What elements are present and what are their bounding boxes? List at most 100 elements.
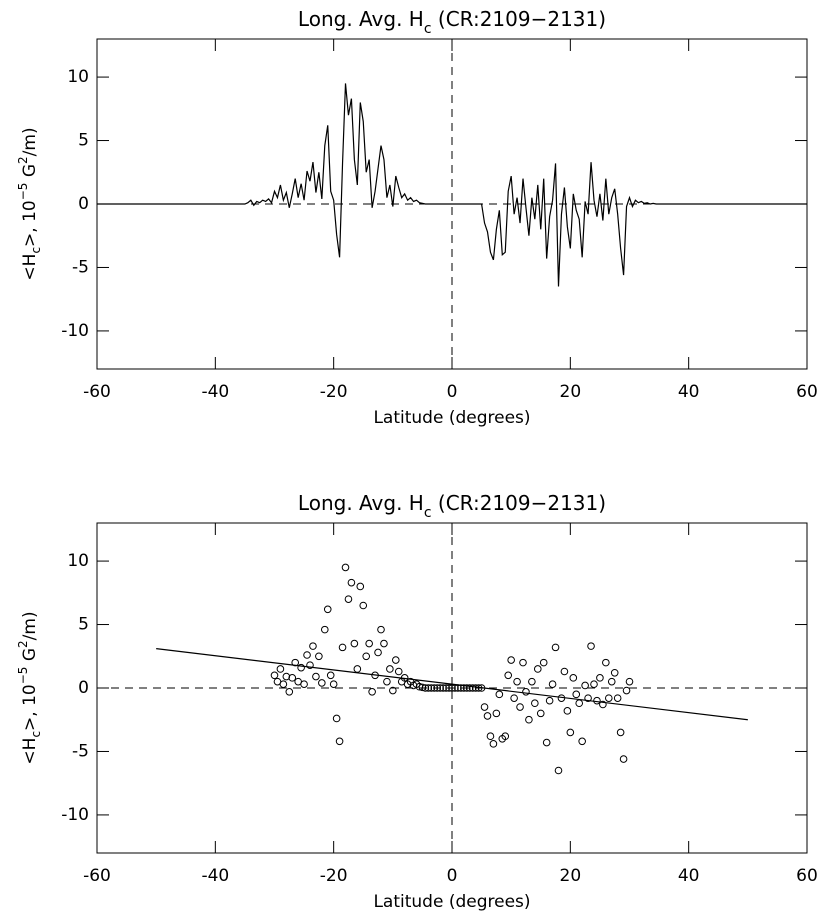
y-label-part: 2 [16, 156, 30, 164]
y-tick-label: 0 [78, 194, 89, 214]
y-tick-label: -5 [72, 257, 89, 277]
y-tick-label: 0 [78, 678, 89, 698]
data-point [483, 712, 492, 720]
title-part: Long. Avg. H [298, 491, 424, 515]
data-point [291, 658, 300, 667]
y-label-part: /m) [20, 611, 40, 640]
chart-title: Long. Avg. Hc (CR:2109−2131) [298, 7, 606, 38]
data-point [439, 684, 447, 692]
title-part: (CR:2109−2131) [432, 7, 607, 31]
data-point [359, 601, 368, 610]
x-tick-label: 60 [796, 866, 818, 886]
data-point [593, 696, 601, 705]
y-tick-label: -10 [61, 805, 89, 825]
data-point [365, 639, 373, 648]
x-tick-label: 20 [560, 382, 582, 402]
data-point [566, 728, 575, 737]
data-point [394, 667, 403, 676]
data-point [303, 651, 311, 659]
data-point [471, 684, 480, 692]
y-tick-label: 5 [78, 131, 89, 151]
data-point [389, 686, 397, 695]
data-point [288, 674, 297, 682]
data-point [421, 684, 430, 692]
y-tick-label: 10 [67, 67, 89, 87]
data-point [480, 703, 489, 711]
data-point [486, 732, 495, 741]
data-point [353, 665, 362, 673]
data-point [572, 690, 581, 699]
y-label-part: 2 [16, 640, 30, 648]
data-point [344, 595, 353, 603]
x-axis-label: Latitude (degrees) [373, 892, 530, 912]
data-point [356, 582, 365, 591]
x-tick-label: -40 [201, 382, 229, 402]
data-point [519, 658, 527, 667]
data-point [557, 694, 566, 702]
panel: Long. Avg. Hc (CR:2109−2131)Latitude (de… [16, 491, 818, 913]
y-label-part: G [20, 648, 40, 667]
y-label-part: <H [20, 738, 40, 765]
data-point [474, 684, 483, 692]
data-point [563, 707, 572, 715]
data-point [545, 696, 554, 705]
data-point [525, 715, 533, 724]
data-point [501, 732, 510, 741]
data-point [341, 563, 350, 572]
data-point [297, 663, 305, 672]
data-point [575, 699, 584, 708]
title-part: c [424, 505, 432, 521]
y-label-part: −5 [16, 183, 30, 201]
fit-line [156, 648, 748, 721]
data-point [380, 639, 388, 648]
x-tick-label: 40 [678, 382, 700, 402]
data-point [489, 740, 498, 748]
data-point [270, 671, 279, 680]
data-point [418, 683, 427, 692]
data-line [97, 83, 807, 287]
data-point [542, 738, 551, 747]
data-point [602, 658, 610, 667]
data-point [374, 648, 382, 657]
y-label-part: c [29, 731, 43, 738]
data-point [492, 709, 501, 718]
y-label-part: G [20, 164, 40, 183]
title-part: (CR:2109−2131) [432, 491, 607, 515]
y-label-part: c [29, 247, 43, 254]
data-point [507, 656, 515, 664]
x-axis-label: Latitude (degrees) [373, 408, 530, 428]
data-point [590, 680, 598, 688]
data-point [433, 684, 442, 692]
x-tick-label: 0 [447, 382, 458, 402]
data-point [400, 674, 409, 682]
data-point [528, 677, 536, 686]
data-point [457, 684, 465, 692]
x-tick-label: -40 [201, 866, 229, 886]
data-point [581, 681, 589, 690]
data-point [445, 684, 453, 692]
data-point [386, 665, 394, 673]
data-point [362, 652, 371, 661]
data-point [276, 665, 285, 673]
data-point [548, 680, 557, 688]
data-point [477, 684, 486, 692]
data-point [536, 709, 545, 718]
data-point [522, 688, 530, 696]
data-point [462, 684, 471, 692]
panel: Long. Avg. Hc (CR:2109−2131) Latitude (de… [16, 7, 818, 429]
x-tick-label: -60 [83, 382, 111, 402]
data-point [560, 667, 569, 676]
y-tick-label: -5 [72, 741, 89, 761]
data-point [578, 737, 586, 746]
data-point [312, 672, 320, 681]
data-point [599, 700, 607, 709]
data-point [510, 694, 518, 702]
x-tick-label: 0 [447, 866, 458, 886]
data-point [460, 684, 468, 692]
data-point [613, 694, 622, 702]
data-point [427, 684, 436, 692]
data-point [300, 680, 308, 688]
data-point [318, 679, 326, 687]
y-label-part: >, 10 [20, 684, 40, 731]
data-point [454, 684, 462, 692]
